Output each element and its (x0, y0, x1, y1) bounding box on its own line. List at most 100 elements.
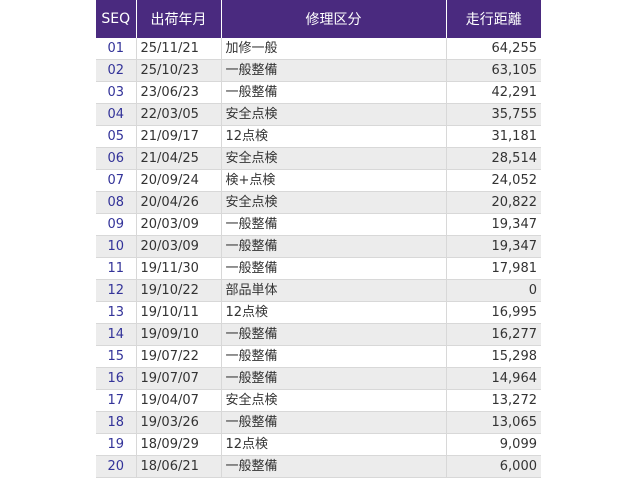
repair-type-cell: 一般整備 (221, 323, 447, 346)
mileage-cell: 64,255 (446, 38, 541, 60)
seq-cell: 02 (96, 59, 137, 82)
mileage-cell: 17,981 (446, 257, 541, 280)
seq-cell: 07 (96, 169, 137, 192)
table-row: 06 21/04/25 安全点検 28,514 (96, 147, 541, 170)
table-row: 19 18/09/29 12点検 9,099 (96, 433, 541, 456)
header-ship-date: 出荷年月 (136, 0, 222, 38)
repair-type-cell: 一般整備 (221, 257, 447, 280)
ship-date-cell: 20/04/26 (136, 191, 222, 214)
ship-date-cell: 19/10/11 (136, 301, 222, 324)
seq-cell: 13 (96, 301, 137, 324)
seq-cell: 18 (96, 411, 137, 434)
repair-type-cell: 一般整備 (221, 213, 447, 236)
repair-type-cell: 部品単体 (221, 279, 447, 302)
mileage-cell: 24,052 (446, 169, 541, 192)
seq-cell: 10 (96, 235, 137, 258)
repair-type-cell: 一般整備 (221, 81, 447, 104)
ship-date-cell: 18/09/29 (136, 433, 222, 456)
mileage-cell: 13,272 (446, 389, 541, 412)
mileage-cell: 28,514 (446, 147, 541, 170)
ship-date-cell: 20/03/09 (136, 235, 222, 258)
mileage-cell: 14,964 (446, 367, 541, 390)
ship-date-cell: 19/07/22 (136, 345, 222, 368)
ship-date-cell: 23/06/23 (136, 81, 222, 104)
seq-cell: 16 (96, 367, 137, 390)
repair-type-cell: 検+点検 (221, 169, 447, 192)
seq-cell: 08 (96, 191, 137, 214)
repair-type-cell: 安全点検 (221, 147, 447, 170)
seq-cell: 04 (96, 103, 137, 126)
table-row: 18 19/03/26 一般整備 13,065 (96, 411, 541, 434)
table-row: 20 18/06/21 一般整備 6,000 (96, 455, 541, 478)
ship-date-cell: 19/03/26 (136, 411, 222, 434)
repair-type-cell: 12点検 (221, 301, 447, 324)
mileage-cell: 31,181 (446, 125, 541, 148)
repair-type-cell: 一般整備 (221, 367, 447, 390)
seq-cell: 09 (96, 213, 137, 236)
repair-type-cell: 一般整備 (221, 411, 447, 434)
header-mileage: 走行距離 (446, 0, 541, 38)
mileage-cell: 35,755 (446, 103, 541, 126)
mileage-cell: 6,000 (446, 455, 541, 478)
table-row: 14 19/09/10 一般整備 16,277 (96, 323, 541, 346)
mileage-cell: 13,065 (446, 411, 541, 434)
repair-type-cell: 一般整備 (221, 235, 447, 258)
table-row: 01 25/11/21 加修一般 64,255 (96, 38, 541, 60)
repair-type-cell: 加修一般 (221, 38, 447, 60)
table-header: SEQ 出荷年月 修理区分 走行距離 (96, 0, 541, 38)
header-row: SEQ 出荷年月 修理区分 走行距離 (96, 0, 541, 38)
table-row: 02 25/10/23 一般整備 63,105 (96, 59, 541, 82)
ship-date-cell: 25/11/21 (136, 38, 222, 60)
repair-type-cell: 一般整備 (221, 345, 447, 368)
seq-cell: 17 (96, 389, 137, 412)
table-row: 03 23/06/23 一般整備 42,291 (96, 81, 541, 104)
repair-type-cell: 安全点検 (221, 103, 447, 126)
ship-date-cell: 22/03/05 (136, 103, 222, 126)
table-row: 17 19/04/07 安全点検 13,272 (96, 389, 541, 412)
mileage-cell: 9,099 (446, 433, 541, 456)
seq-cell: 19 (96, 433, 137, 456)
mileage-cell: 19,347 (446, 213, 541, 236)
table-row: 15 19/07/22 一般整備 15,298 (96, 345, 541, 368)
table-row: 07 20/09/24 検+点検 24,052 (96, 169, 541, 192)
header-repair-type: 修理区分 (221, 0, 447, 38)
ship-date-cell: 19/09/10 (136, 323, 222, 346)
table-row: 08 20/04/26 安全点検 20,822 (96, 191, 541, 214)
ship-date-cell: 25/10/23 (136, 59, 222, 82)
table-row: 10 20/03/09 一般整備 19,347 (96, 235, 541, 258)
mileage-cell: 20,822 (446, 191, 541, 214)
service-history-table: SEQ 出荷年月 修理区分 走行距離 01 25/11/21 加修一般 64,255 0… (96, 0, 541, 478)
mileage-cell: 15,298 (446, 345, 541, 368)
ship-date-cell: 21/09/17 (136, 125, 222, 148)
mileage-cell: 63,105 (446, 59, 541, 82)
repair-type-cell: 12点検 (221, 125, 447, 148)
repair-type-cell: 12点検 (221, 433, 447, 456)
mileage-cell: 42,291 (446, 81, 541, 104)
seq-cell: 05 (96, 125, 137, 148)
seq-cell: 01 (96, 38, 137, 60)
table-row: 13 19/10/11 12点検 16,995 (96, 301, 541, 324)
mileage-cell: 16,995 (446, 301, 541, 324)
seq-cell: 03 (96, 81, 137, 104)
ship-date-cell: 19/11/30 (136, 257, 222, 280)
ship-date-cell: 20/09/24 (136, 169, 222, 192)
ship-date-cell: 19/10/22 (136, 279, 222, 302)
seq-cell: 11 (96, 257, 137, 280)
mileage-cell: 19,347 (446, 235, 541, 258)
seq-cell: 14 (96, 323, 137, 346)
ship-date-cell: 21/04/25 (136, 147, 222, 170)
table-row: 16 19/07/07 一般整備 14,964 (96, 367, 541, 390)
ship-date-cell: 20/03/09 (136, 213, 222, 236)
mileage-cell: 0 (446, 279, 541, 302)
mileage-cell: 16,277 (446, 323, 541, 346)
seq-cell: 20 (96, 455, 137, 478)
repair-type-cell: 一般整備 (221, 59, 447, 82)
ship-date-cell: 19/04/07 (136, 389, 222, 412)
table-body: 01 25/11/21 加修一般 64,255 02 25/10/23 一般整備 63,105… (96, 38, 541, 478)
header-seq: SEQ (96, 0, 137, 38)
table-row: 05 21/09/17 12点検 31,181 (96, 125, 541, 148)
seq-cell: 15 (96, 345, 137, 368)
service-history-table-wrap: SEQ 出荷年月 修理区分 走行距離 01 25/11/21 加修一般 64,255 0… (96, 0, 541, 478)
table-row: 12 19/10/22 部品単体 0 (96, 279, 541, 302)
ship-date-cell: 19/07/07 (136, 367, 222, 390)
